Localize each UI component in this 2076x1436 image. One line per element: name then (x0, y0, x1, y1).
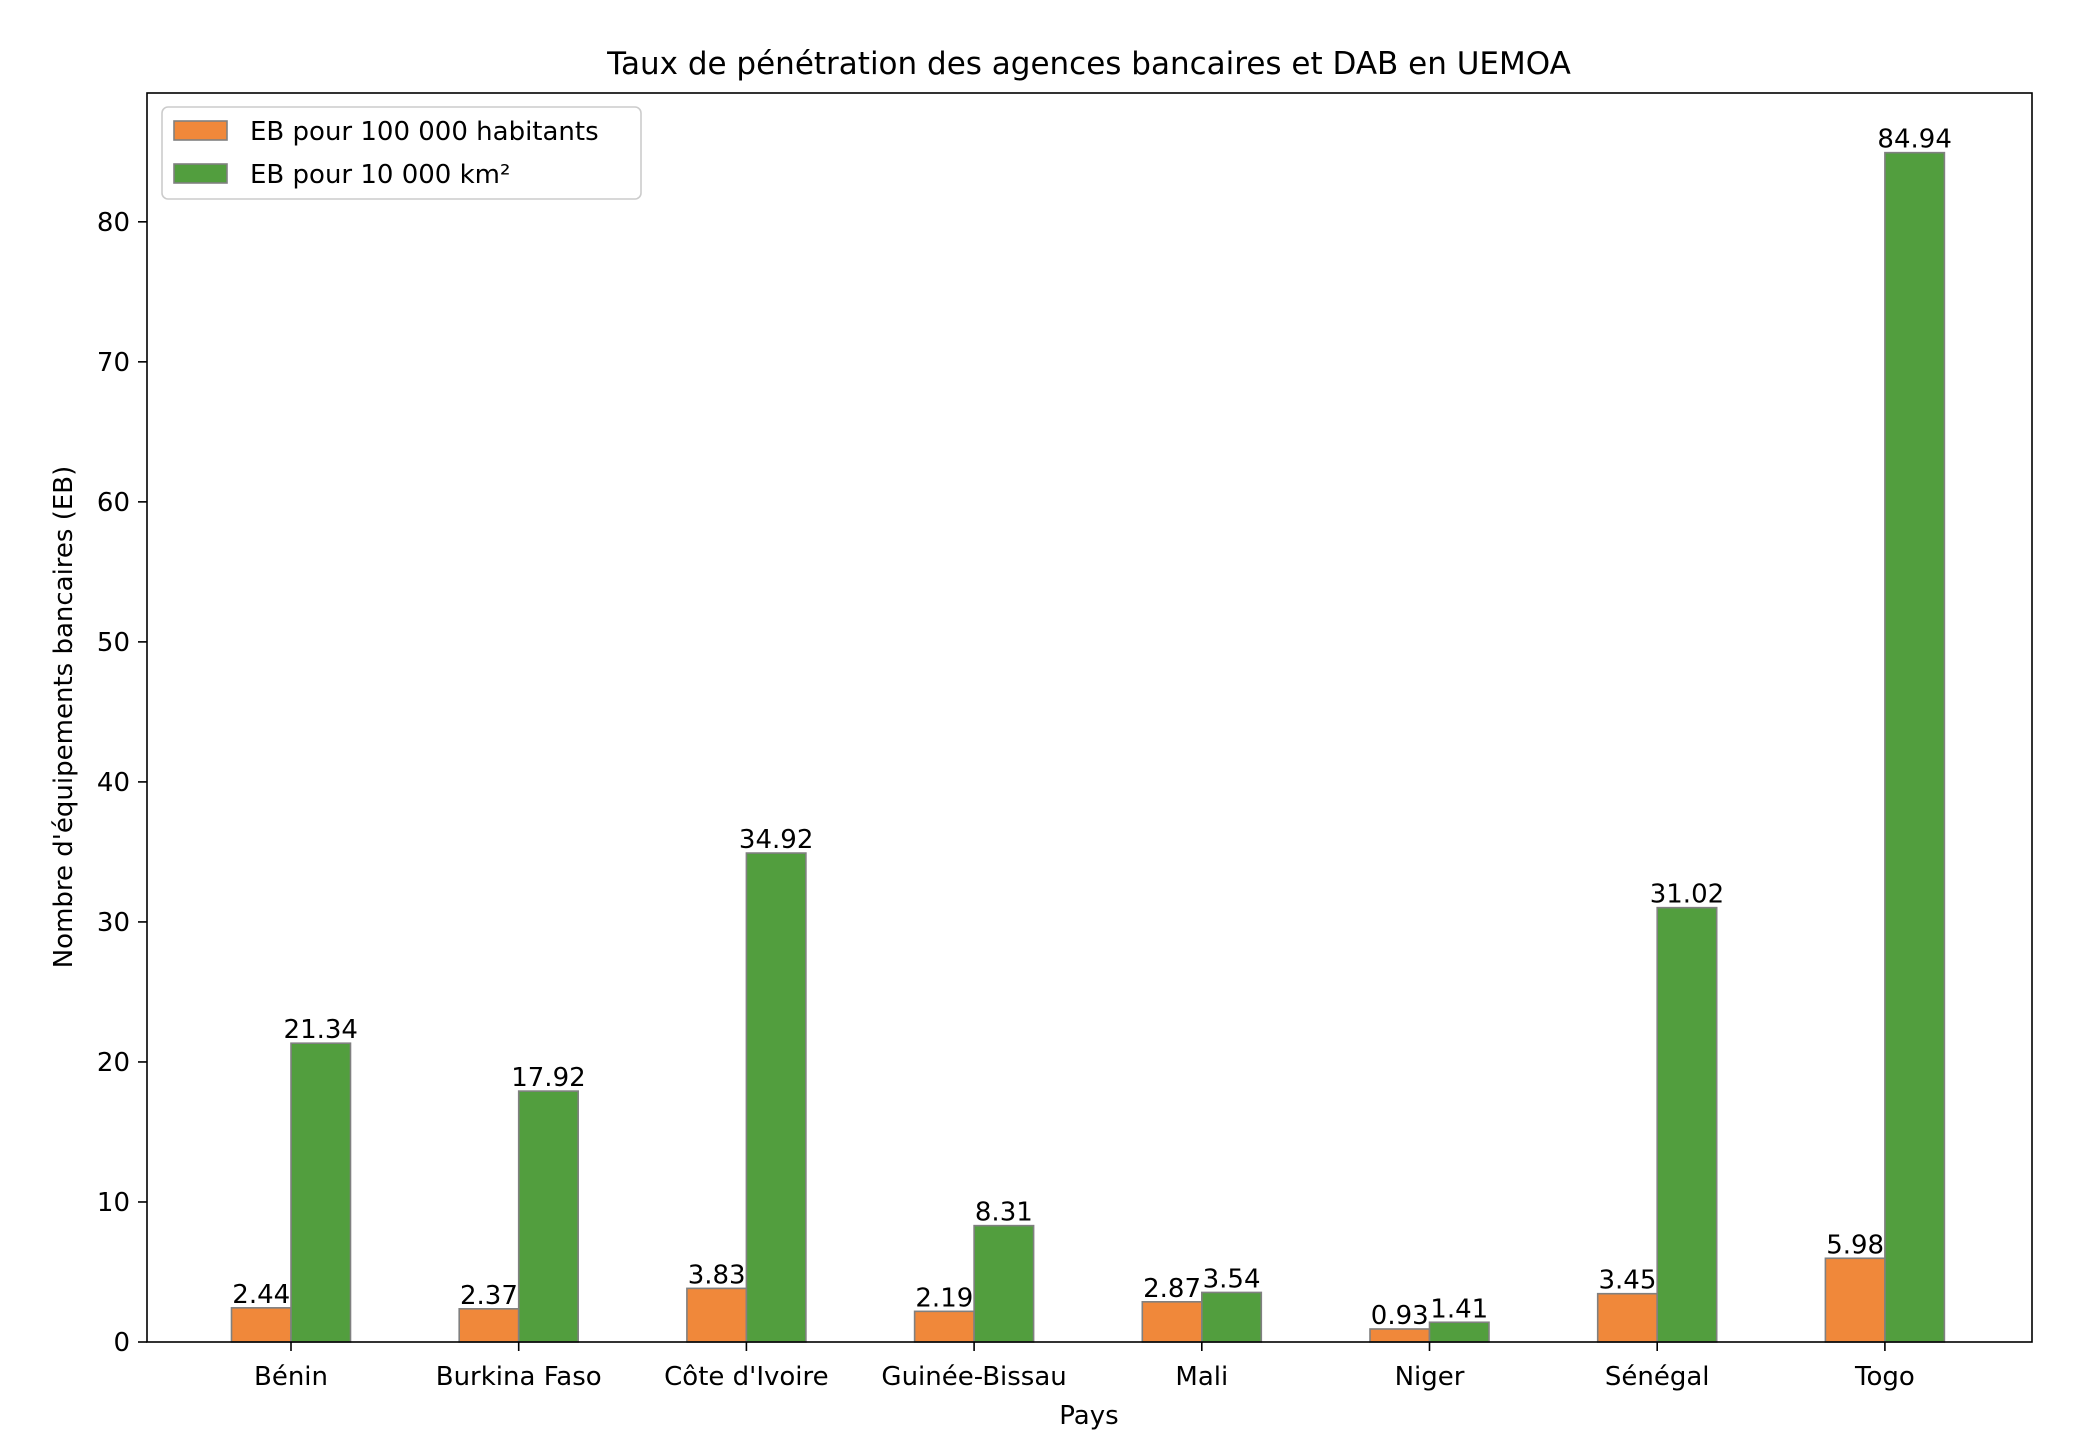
value-label-niger-series-1: 0.93 (1371, 1301, 1429, 1331)
bar-mali-series-1 (1141, 1301, 1203, 1343)
value-label-togo-series-2: 84.94 (1877, 125, 1951, 155)
x-tick-label-mali: Mali (1175, 1362, 1228, 1392)
x-tick-label-senegal: Sénégal (1605, 1362, 1710, 1392)
value-label-senegal-series-2: 31.02 (1650, 880, 1724, 910)
bar-burkina-faso-series-1 (458, 1308, 520, 1343)
y-tick-label-30: 30 (97, 908, 130, 938)
y-tick-label-60: 60 (97, 488, 130, 518)
bar-senegal-series-2 (1656, 906, 1718, 1343)
bar-burkina-faso-series-2 (517, 1090, 580, 1343)
value-label-senegal-series-1: 3.45 (1599, 1266, 1657, 1296)
bars-layer (230, 151, 1946, 1343)
x-tick-label-togo: Togo (1854, 1362, 1915, 1392)
value-label-benin-series-1: 2.44 (232, 1280, 290, 1310)
value-label-togo-series-1: 5.98 (1826, 1230, 1884, 1260)
legend: EB pour 100 000 habitants EB pour 10 000… (161, 106, 642, 200)
bar-benin-series-1 (230, 1307, 292, 1343)
value-label-niger-series-2: 1.41 (1430, 1294, 1488, 1324)
bar-mali-series-2 (1201, 1291, 1263, 1343)
y-tick-label-80: 80 (97, 208, 130, 238)
y-tick-label-20: 20 (97, 1048, 130, 1078)
legend-box (161, 106, 642, 200)
y-axis-label: Nombre d'équipements bancaires (EB) (49, 466, 79, 969)
bar-togo-series-1 (1824, 1257, 1886, 1343)
x-tick-label-burkina-faso: Burkina Faso (436, 1362, 602, 1392)
value-label-mali-series-1: 2.87 (1143, 1274, 1201, 1304)
value-label-benin-series-2: 21.34 (284, 1015, 358, 1045)
bar-benin-series-2 (290, 1042, 352, 1343)
value-label-mali-series-2: 3.54 (1203, 1264, 1261, 1294)
legend-swatch-per-100k-inhabitants (173, 120, 228, 141)
legend-swatch-per-10k-km2 (173, 163, 228, 184)
y-axis: 0 10 20 30 40 50 60 70 80 (97, 208, 147, 1358)
x-tick-label-guinee-bissau: Guinée-Bissau (881, 1362, 1066, 1392)
x-tick-label-cote-d-ivoire: Côte d'Ivoire (664, 1362, 828, 1392)
bar-cote-d-ivoire-series-2 (745, 852, 807, 1343)
chart-title: Taux de pénétration des agences bancaire… (606, 46, 1571, 82)
x-axis-label: Pays (1059, 1401, 1118, 1431)
value-label-cote-d-ivoire-series-2: 34.92 (739, 825, 813, 855)
value-label-guinee-bissau-series-2: 8.31 (975, 1198, 1033, 1228)
y-tick-label-40: 40 (97, 768, 130, 798)
plot-frame (146, 92, 2033, 1343)
y-tick-label-50: 50 (97, 628, 130, 658)
value-label-burkina-faso-series-1: 2.37 (460, 1281, 518, 1311)
bar-togo-series-2 (1884, 151, 1946, 1343)
bar-guinee-bissau-series-1 (913, 1310, 975, 1343)
value-label-cote-d-ivoire-series-1: 3.83 (688, 1260, 746, 1290)
bar-senegal-series-1 (1596, 1292, 1658, 1343)
value-label-burkina-faso-series-2: 17.92 (511, 1063, 585, 1093)
y-tick-label-0: 0 (113, 1328, 130, 1358)
x-tick-label-benin: Bénin (254, 1362, 328, 1392)
bar-niger-series-2 (1428, 1321, 1490, 1343)
x-tick-label-niger: Niger (1395, 1362, 1465, 1392)
x-axis: Bénin Burkina Faso Côte d'Ivoire Guinée-Bis… (254, 1342, 1915, 1392)
legend-label-per-10k-km2: EB pour 10 000 km² (250, 160, 510, 190)
bar-cote-d-ivoire-series-1 (686, 1287, 748, 1343)
legend-label-per-100k-inhabitants: EB pour 100 000 habitants (250, 117, 599, 147)
value-label-guinee-bissau-series-1: 2.19 (915, 1283, 973, 1313)
y-tick-label-70: 70 (97, 348, 130, 378)
bar-guinee-bissau-series-2 (973, 1224, 1035, 1343)
y-tick-label-10: 10 (97, 1188, 130, 1218)
